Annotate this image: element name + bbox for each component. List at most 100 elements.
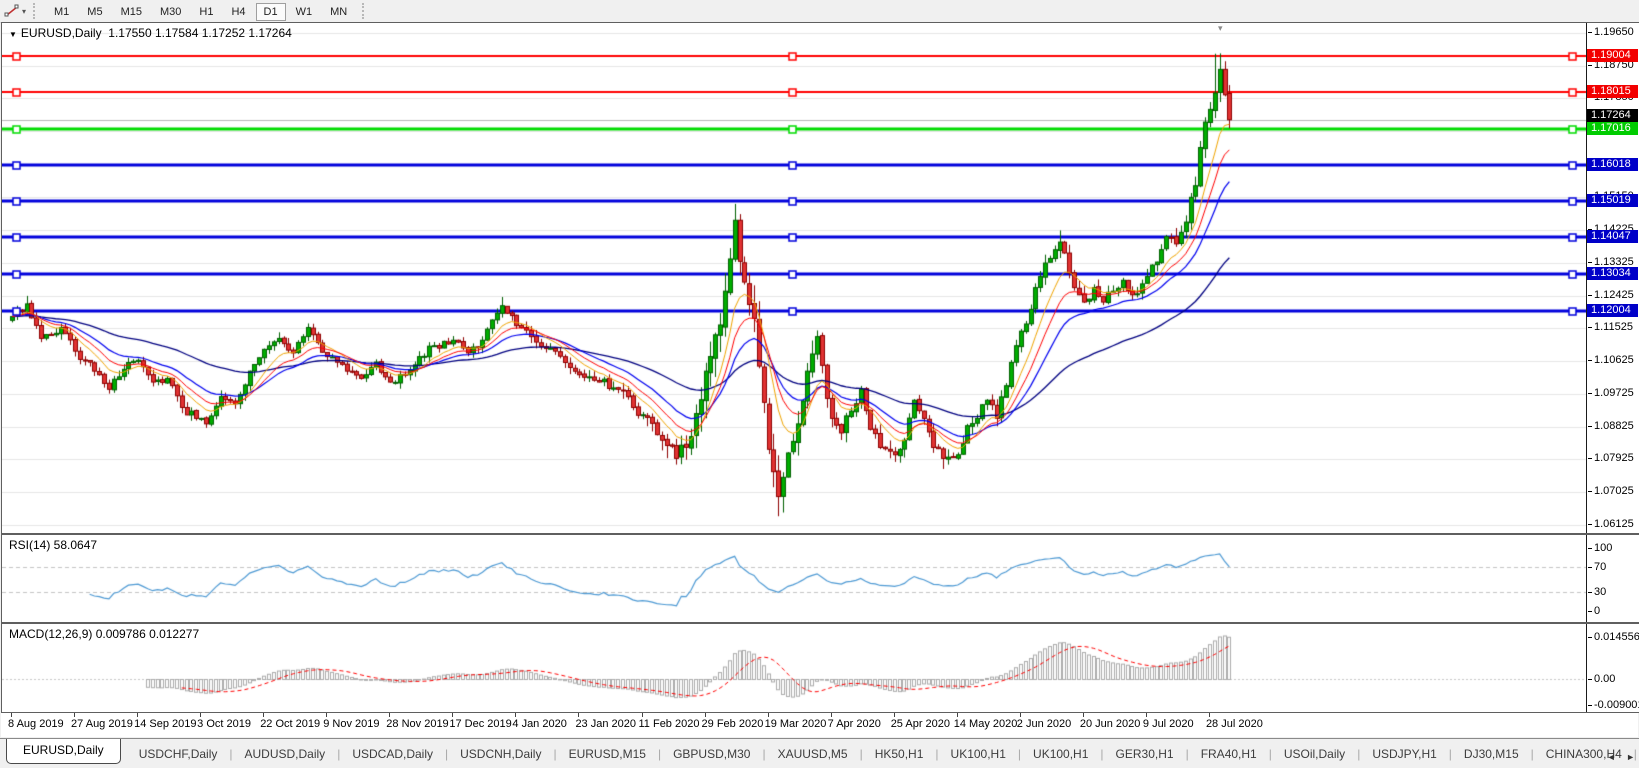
chart-tab-bar: EURUSD,Daily USDCHF,Daily | AUDUSD,Daily | US… (0, 738, 1639, 768)
date-tick (326, 713, 328, 717)
tab-separator: | (553, 746, 557, 761)
date-label: 4 Jan 2020 (512, 718, 567, 730)
symbol-menu-arrow-icon[interactable]: ▼ (9, 30, 17, 39)
timeframe-button-w1[interactable]: W1 (295, 5, 313, 18)
macd-indicator-panel: MACD(12,26,9) 0.009786 0.012277 0.014556… (1, 623, 1639, 713)
tab-separator: | (859, 746, 863, 761)
toolbar-grip (33, 3, 39, 19)
trendline-icon (4, 4, 19, 17)
date-tick (767, 713, 769, 717)
price-axis-tick: 1.12425 (1588, 288, 1634, 301)
date-label: 14 May 2020 (953, 718, 1018, 730)
price-axis-tick: 1.08825 (1588, 419, 1634, 432)
level-price-label: 1.18015 (1587, 85, 1638, 99)
tab-fra40-h1[interactable]: FRA40,H1 (1200, 746, 1257, 761)
date-label: 23 Jan 2020 (575, 718, 636, 730)
price-axis-tick: 1.13325 (1588, 255, 1634, 268)
date-label: 7 Apr 2020 (827, 718, 881, 730)
macd-axis-tick: 0.00 (1587, 673, 1616, 685)
date-tick (641, 713, 643, 717)
toolbar-grip (362, 3, 368, 19)
rsi-label: RSI(14) 58.0647 (9, 538, 98, 552)
level-price-label: 1.15019 (1587, 194, 1638, 208)
date-tick (74, 713, 76, 717)
tab-china300-h4[interactable]: CHINA300,H4 (1545, 746, 1622, 761)
tab-separator: | (657, 746, 662, 761)
level-price-label: 1.13034 (1587, 266, 1638, 280)
tab-separator: | (229, 746, 233, 761)
tab-separator: | (1268, 746, 1272, 761)
timeframe-button-mn[interactable]: MN (330, 5, 348, 18)
tab-separator: | (337, 746, 341, 761)
tab-gbpusd-m30[interactable]: GBPUSD,M30 (673, 746, 751, 761)
tab-usdcad-daily[interactable]: USDCAD,Daily (352, 746, 433, 761)
tab-separator: | (1357, 746, 1361, 761)
date-label: 9 Jul 2020 (1142, 718, 1194, 730)
date-label: 3 Oct 2019 (197, 718, 251, 730)
timeframe-button-group: M1 M5 M15 M30 H1 H4 D1 W1 MN (46, 2, 357, 21)
level-price-label: 1.19004 (1587, 49, 1638, 63)
tab-dj30-m15[interactable]: DJ30,M15 (1463, 746, 1519, 761)
price-chart-canvas[interactable] (2, 23, 1586, 531)
tab-usdcnh-daily[interactable]: USDCNH,Daily (460, 746, 542, 761)
tab-usdchf-daily[interactable]: USDCHF,Daily (138, 746, 218, 761)
tab-usdjpy-h1[interactable]: USDJPY,H1 (1372, 746, 1437, 761)
date-label: 28 Nov 2019 (386, 718, 449, 730)
timeframe-button-h4[interactable]: H4 (231, 5, 246, 18)
tab-scroll-right-icon[interactable]: ► (1626, 752, 1635, 762)
tab-separator: | (445, 746, 449, 761)
rsi-canvas[interactable] (2, 535, 1586, 620)
trendline-tool-button[interactable]: ▾ (0, 4, 28, 18)
tab-uk100-h1[interactable]: UK100,H1 (950, 746, 1006, 761)
tab-ger30-h1[interactable]: GER30,H1 (1115, 746, 1174, 761)
date-tick (1145, 713, 1147, 717)
tab-usoil-daily[interactable]: USOil,Daily (1283, 746, 1346, 761)
date-tick (263, 713, 265, 717)
price-axis-tick: 1.06125 (1588, 517, 1634, 530)
chart-ohlc-values: 1.17550 1.17584 1.17252 1.17264 (108, 26, 292, 40)
date-tick (389, 713, 391, 717)
price-axis: 1.196501.187501.178501.169501.160501.151… (1586, 23, 1638, 533)
tab-eurusd-daily[interactable]: EURUSD,Daily (6, 739, 121, 764)
timeframe-button-m30[interactable]: M30 (159, 5, 182, 18)
date-tick (1019, 713, 1021, 717)
date-tick (893, 713, 895, 717)
price-axis-tick: 1.11525 (1588, 321, 1633, 334)
date-label: 25 Apr 2020 (890, 718, 951, 730)
rsi-axis: 100 70 30 0 (1586, 535, 1638, 622)
tab-scroll-left-icon[interactable]: ◄ (1606, 752, 1616, 762)
timeframe-button-m5[interactable]: M5 (87, 5, 103, 18)
date-label: 27 Aug 2019 (71, 718, 133, 730)
price-axis-tick: 1.07025 (1588, 485, 1634, 498)
price-axis-tick: 1.10625 (1588, 354, 1634, 367)
tab-xauusd-m5[interactable]: XAUUSD,M5 (777, 746, 848, 761)
macd-axis-tick: -0.009001 (1588, 699, 1639, 711)
macd-label: MACD(12,26,9) 0.009786 0.012277 (9, 627, 200, 641)
chart-shift-marker[interactable]: ▾ (1218, 23, 1223, 33)
date-tick (11, 713, 12, 717)
date-label: 19 Mar 2020 (764, 718, 827, 730)
date-label: 17 Dec 2019 (449, 718, 512, 730)
tab-uk100-h1[interactable]: UK100,H1 (1033, 746, 1089, 761)
macd-axis: 0.014556 0.00 -0.009001 (1586, 624, 1639, 712)
date-label: 22 Oct 2019 (260, 718, 321, 730)
tab-hk50-h1[interactable]: HK50,H1 (874, 746, 924, 761)
timeframe-button-d1[interactable]: D1 (255, 2, 286, 21)
dropdown-arrow-icon[interactable]: ▾ (22, 6, 27, 16)
level-price-label: 1.12004 (1587, 304, 1638, 317)
rsi-axis-tick: 70 (1587, 560, 1607, 573)
macd-canvas[interactable] (2, 624, 1586, 710)
bid-price-label: 1.17264 (1587, 108, 1638, 122)
timeframe-button-m1[interactable]: M1 (54, 5, 70, 18)
tabs-holder: EURUSD,Daily USDCHF,Daily | AUDUSD,Daily | US… (6, 739, 1639, 766)
rsi-axis-tick: 100 (1587, 542, 1613, 554)
timeframe-button-h1[interactable]: H1 (199, 5, 214, 18)
date-label: 29 Feb 2020 (701, 718, 764, 730)
date-tick (578, 713, 580, 717)
level-price-label: 1.14047 (1587, 229, 1638, 243)
timeframe-button-m15[interactable]: M15 (120, 5, 142, 18)
date-tick (515, 713, 517, 717)
tab-eurusd-m15[interactable]: EURUSD,M15 (568, 746, 646, 761)
tab-audusd-daily[interactable]: AUDUSD,Daily (244, 746, 326, 761)
date-label: 9 Nov 2019 (323, 718, 380, 730)
